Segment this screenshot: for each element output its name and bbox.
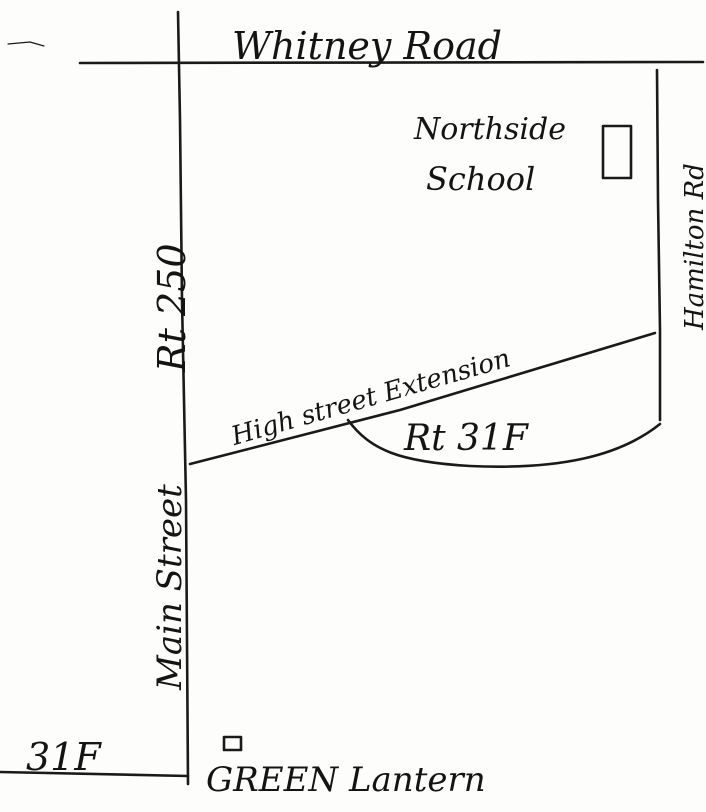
- rt-31f-label: Rt 31F: [404, 418, 528, 459]
- rt-250-label: Rt 250: [150, 243, 194, 373]
- school-label-line2: School: [426, 160, 536, 198]
- 31f-road-line: [0, 770, 190, 778]
- main-street-label: Main Street: [150, 484, 190, 690]
- school-building-icon: [601, 124, 633, 180]
- hamilton-rd-label: Hamilton Rd: [680, 163, 706, 330]
- main-street-line: [176, 10, 190, 786]
- highstreet-extension-line: [188, 331, 657, 466]
- green-lantern-building-icon: [222, 735, 243, 752]
- whitney-road-line: [78, 60, 705, 65]
- 31f-label: 31F: [26, 735, 101, 779]
- whitney-road-label: Whitney Road: [232, 24, 502, 68]
- hamilton-rd-line: [655, 68, 662, 422]
- school-label-line1: Northside: [414, 112, 566, 147]
- rt-31f-curve: [346, 418, 662, 468]
- stray-mark: [7, 41, 45, 47]
- green-lantern-label: GREEN Lantern: [206, 760, 486, 800]
